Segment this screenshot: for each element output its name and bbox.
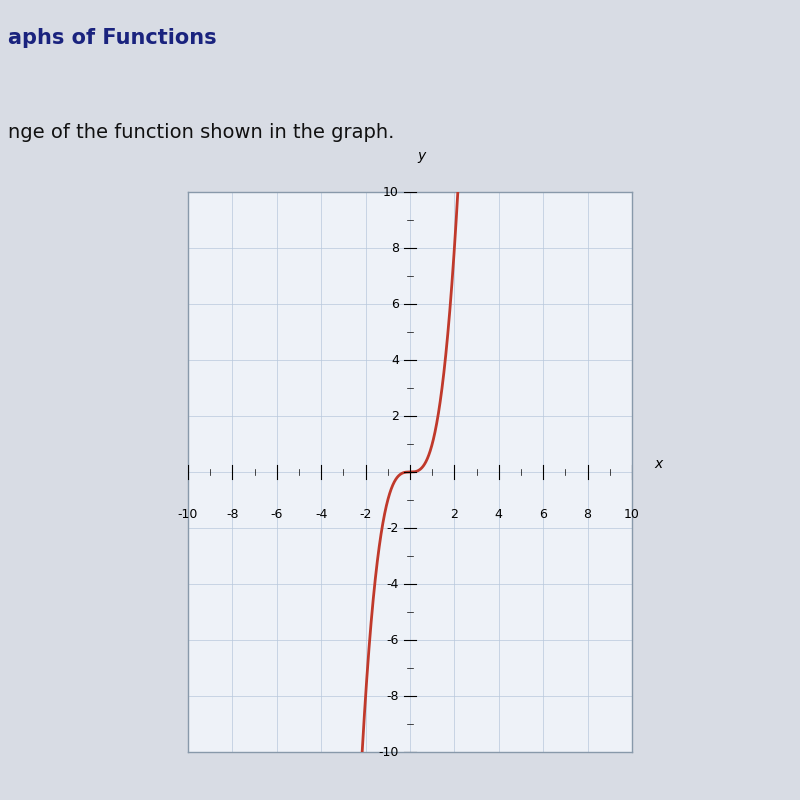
Text: 8: 8 (584, 509, 592, 522)
Text: x: x (654, 457, 662, 470)
Text: -10: -10 (178, 509, 198, 522)
Text: 6: 6 (391, 298, 399, 310)
Text: 6: 6 (539, 509, 547, 522)
Text: 2: 2 (391, 410, 399, 422)
Text: -8: -8 (386, 690, 399, 702)
Text: 2: 2 (450, 509, 458, 522)
Text: 10: 10 (383, 186, 399, 198)
Text: 4: 4 (495, 509, 502, 522)
Text: 8: 8 (391, 242, 399, 254)
Text: -2: -2 (359, 509, 372, 522)
Text: aphs of Functions: aphs of Functions (8, 28, 217, 48)
Text: nge of the function shown in the graph.: nge of the function shown in the graph. (8, 122, 394, 142)
Text: -2: -2 (386, 522, 399, 534)
Text: 10: 10 (624, 509, 640, 522)
Text: -6: -6 (386, 634, 399, 646)
Text: y: y (417, 149, 426, 162)
Text: -6: -6 (270, 509, 283, 522)
Text: 4: 4 (391, 354, 399, 366)
Text: -4: -4 (315, 509, 327, 522)
Text: -10: -10 (378, 746, 399, 758)
Text: -8: -8 (226, 509, 238, 522)
Text: -4: -4 (386, 578, 399, 590)
